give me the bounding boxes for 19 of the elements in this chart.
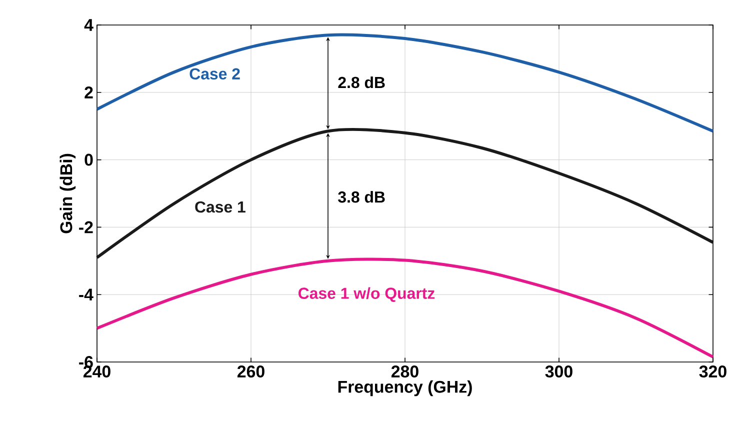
x-tick-label: 240: [83, 366, 110, 378]
series-label: Case 1: [195, 201, 246, 213]
y-tick-label: 4: [84, 19, 94, 31]
y-tick-label: 0: [84, 154, 93, 166]
y-tick-label: -2: [79, 221, 93, 234]
x-axis-title: Frequency (GHz): [338, 380, 472, 396]
y-axis-title: Gain (dBi): [60, 154, 76, 234]
line-series: [96, 33, 714, 133]
y-tick-label: 2: [84, 86, 93, 98]
series-label: Case 1 w/o Quartz: [298, 287, 435, 302]
x-tick-label: 320: [699, 366, 726, 378]
y-tick-label: -4: [79, 288, 94, 300]
annotation: 2.8 dB: [338, 76, 385, 88]
x-tick-label: 260: [237, 366, 264, 378]
annotation: 3.8 dB: [338, 191, 385, 203]
x-tick-label: 280: [391, 366, 418, 378]
line-series: [96, 258, 714, 358]
series-label: Case 2: [190, 68, 240, 80]
x-tick-label: 300: [545, 366, 572, 378]
